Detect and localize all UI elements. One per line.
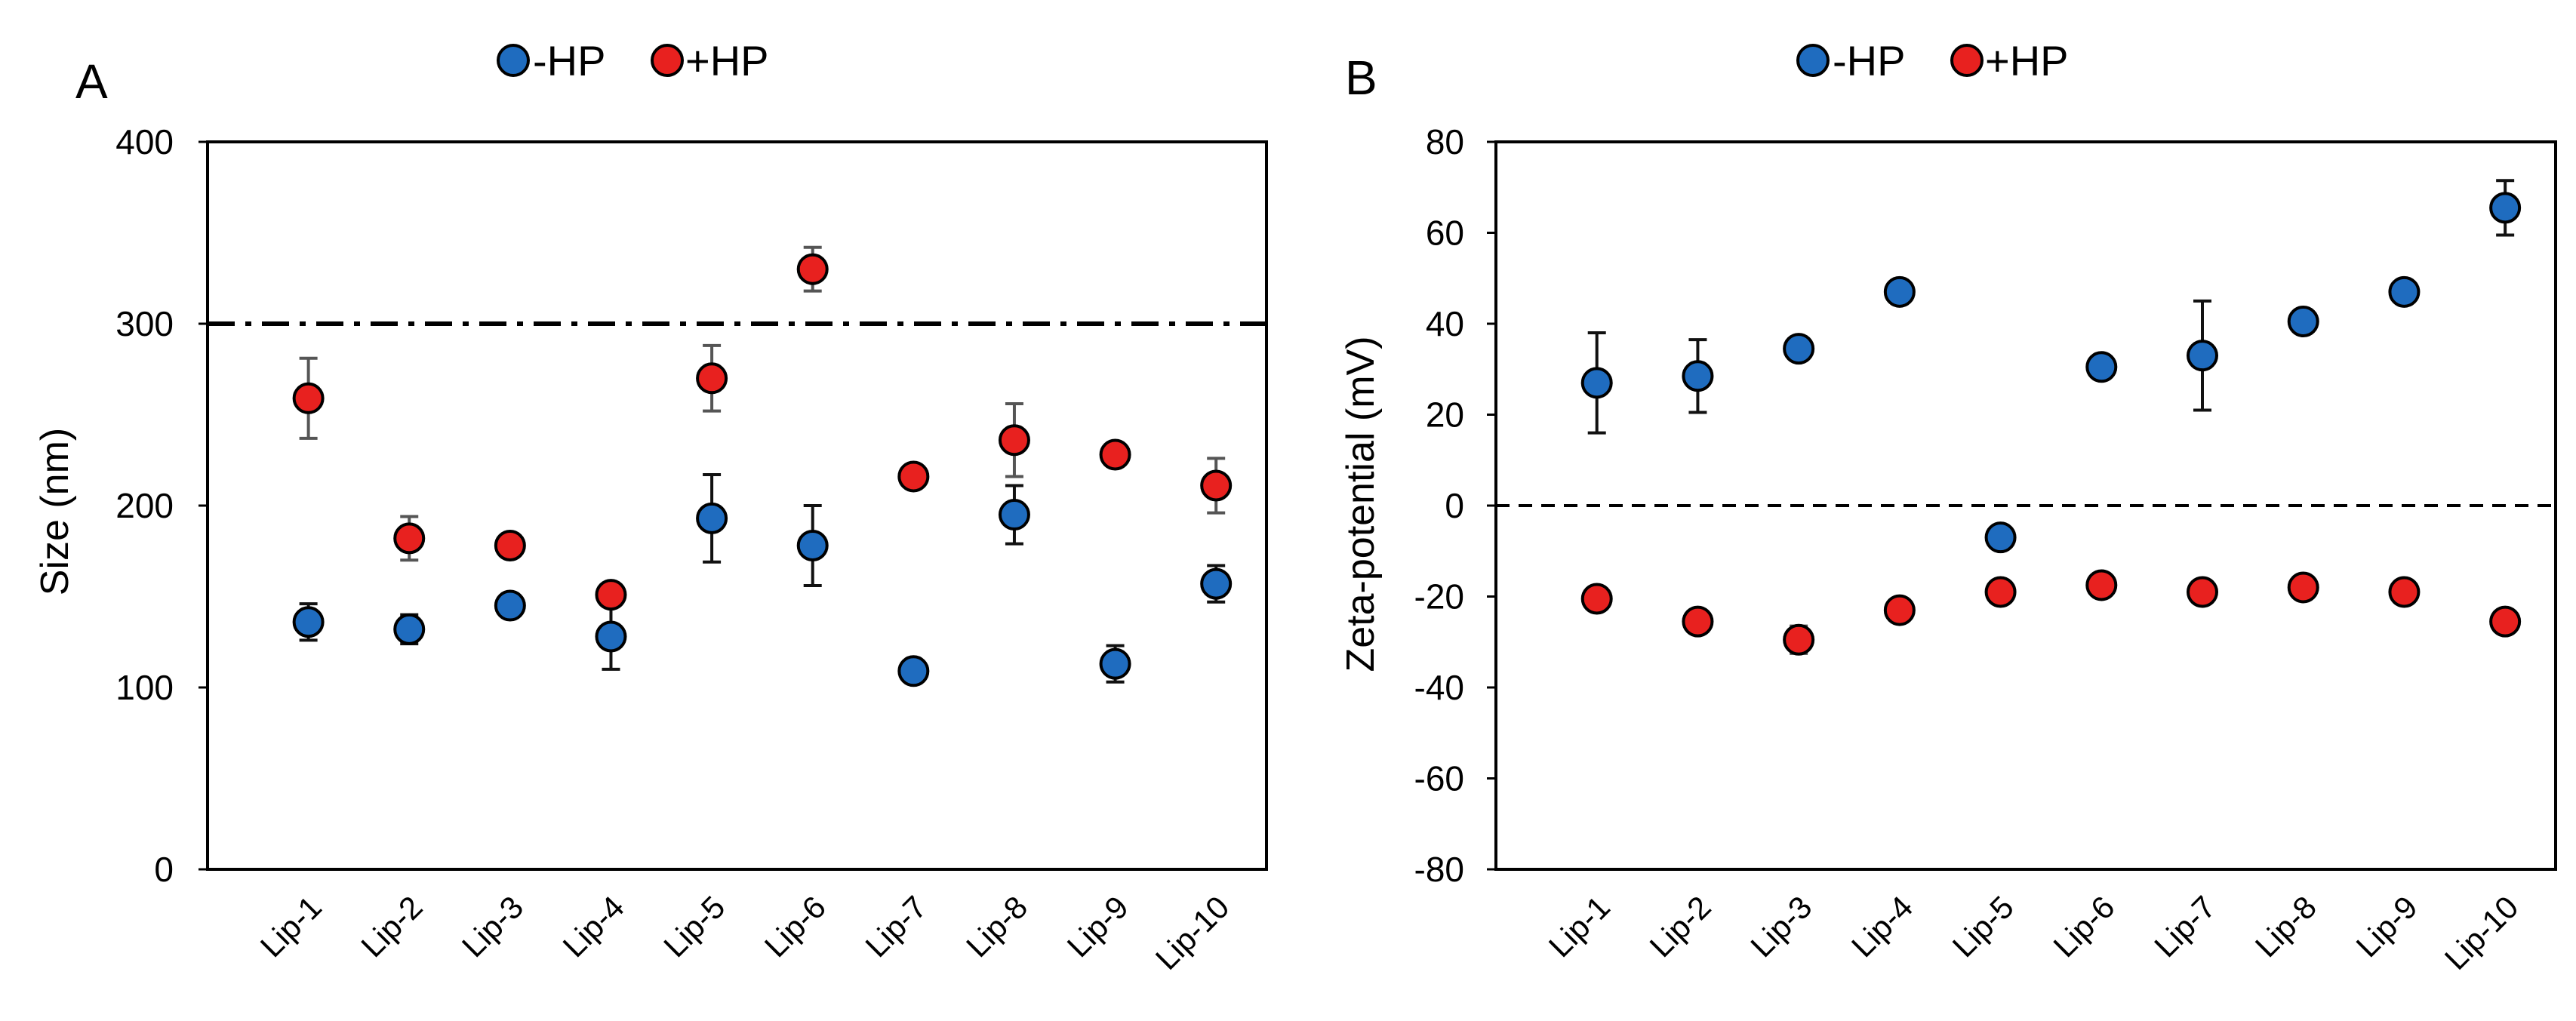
panel-a-category-labels: Lip-1 Lip-2 Lip-3 Lip-4 Lip-5 Lip-6 Lip-7 Lip-8… <box>254 889 1236 976</box>
panel-b-minus-hp-point <box>2187 340 2218 372</box>
panel-a-category-label: Lip-6 <box>758 889 833 964</box>
panel-b-category-label: Lip-1 <box>1542 889 1617 964</box>
panel-a-plus-hp-point <box>998 424 1030 457</box>
panel-a-plus-hp-point <box>796 253 829 285</box>
panel-a-category-label: Lip-3 <box>455 889 530 964</box>
panel-b-category-label: Lip-2 <box>1643 889 1718 964</box>
panel-b-legend: -HP +HP <box>1796 37 2069 85</box>
panel-a-y-axis-title: Size (nm) <box>33 428 77 595</box>
panel-a-data-marks <box>292 245 1233 687</box>
panel-a-category-label: Lip-2 <box>354 889 429 964</box>
panel-b-data-marks <box>1580 179 2522 656</box>
panel-a-legend-minus-hp-marker <box>497 44 530 77</box>
panel-a-category-label: Lip-4 <box>556 889 631 964</box>
panel-a-legend: -HP +HP <box>497 37 769 85</box>
panel-b-plus-hp-point <box>2187 576 2218 608</box>
panel-b-plus-hp-point <box>1883 594 1916 626</box>
panel-b-minus-hp-point <box>2287 305 2319 337</box>
panel-b-y-ticks: -80 -60 -40 -20 0 20 40 60 80 <box>1414 122 1496 889</box>
panel-a-category-label: Lip-10 <box>1149 889 1236 976</box>
panel-a-y-tick-label-2: 200 <box>115 486 174 525</box>
panel-a-minus-hp-point <box>494 589 526 622</box>
panel-a-letter: A <box>75 54 108 109</box>
panel-b-minus-hp-point <box>1580 367 1613 399</box>
panel-b-minus-hp-point <box>1682 360 1714 392</box>
panel-b-plus-hp-point <box>1682 605 1714 638</box>
panel-a-legend-minus-hp-label: -HP <box>533 37 605 85</box>
panel-a-category-label: Lip-8 <box>959 889 1034 964</box>
panel-b-letter: B <box>1345 51 1377 105</box>
panel-a-plus-hp-point <box>292 382 325 414</box>
panel-b-y-tick-label-7: 60 <box>1426 214 1464 253</box>
panel-a-minus-hp-point <box>292 606 325 638</box>
panel-b-minus-hp-point <box>1783 333 1815 365</box>
panel-a-y-tick-label-1: 100 <box>115 668 174 707</box>
panel-b-legend-minus-hp-label: -HP <box>1833 37 1905 85</box>
panel-a-minus-hp-point <box>998 499 1030 531</box>
panel-b-category-label: Lip-5 <box>1946 889 2020 964</box>
panel-a-minus-hp-point <box>796 530 829 562</box>
panel-b-minus-hp-point <box>2085 351 2118 383</box>
panel-b-category-label: Lip-8 <box>2248 889 2323 964</box>
panel-b-y-tick-label-3: -20 <box>1414 577 1464 617</box>
panel-b-y-tick-label-4: 0 <box>1445 486 1464 525</box>
panel-a-y-ticks: 0 100 200 300 400 <box>115 122 208 889</box>
panel-a-minus-hp-point <box>393 613 426 645</box>
panel-a-plus-hp-point <box>696 362 728 395</box>
panel-b-category-label: Lip-10 <box>2438 889 2525 976</box>
panel-b: B -HP +HP Zeta-potential (mV) -80 -60 -4… <box>1339 37 2557 976</box>
panel-b-plus-hp-point <box>2085 569 2118 601</box>
panel-a-plus-hp-point <box>1200 469 1233 502</box>
panel-b-minus-hp-point <box>2489 192 2522 224</box>
panel-a-minus-hp-point <box>696 502 728 534</box>
panel-b-y-tick-label-6: 40 <box>1426 304 1464 343</box>
panel-b-plus-hp-point <box>2287 571 2319 604</box>
panel-b-y-tick-label-5: 20 <box>1426 395 1464 435</box>
panel-a-category-label: Lip-9 <box>1060 889 1135 964</box>
panel-a-category-label: Lip-5 <box>657 889 731 964</box>
panel-b-y-tick-label-1: -60 <box>1414 759 1464 798</box>
panel-b-category-label: Lip-3 <box>1743 889 1818 964</box>
panel-b-y-tick-label-2: -40 <box>1414 668 1464 707</box>
panel-a-plus-hp-point <box>494 530 526 562</box>
panel-a: A -HP +HP Size (nm) 0 100 200 300 400 Li… <box>33 37 1268 976</box>
panel-b-category-label: Lip-6 <box>2046 889 2121 964</box>
panel-a-plus-hp-point <box>1099 438 1131 471</box>
panel-a-minus-hp-point <box>1099 647 1131 680</box>
panel-b-y-axis-title: Zeta-potential (mV) <box>1339 336 1383 672</box>
panel-b-minus-hp-point <box>2388 275 2421 308</box>
panel-a-plus-hp-point <box>393 522 426 555</box>
panel-a-minus-hp-point <box>1200 567 1233 600</box>
panel-b-minus-hp-point <box>1984 521 2017 554</box>
panel-b-category-label: Lip-9 <box>2350 889 2424 964</box>
panel-a-y-tick-label-3: 300 <box>115 304 174 343</box>
panel-a-minus-hp-point <box>595 620 627 653</box>
panel-a-legend-plus-hp-label: +HP <box>685 37 769 85</box>
panel-b-y-tick-label-8: 80 <box>1426 122 1464 161</box>
panel-a-category-label: Lip-1 <box>254 889 328 964</box>
panel-b-legend-minus-hp-marker <box>1796 44 1830 77</box>
panel-b-category-label: Lip-4 <box>1845 889 1919 964</box>
panel-a-y-tick-label-0: 0 <box>154 850 174 889</box>
panel-b-plus-hp-point <box>1580 583 1613 615</box>
panel-a-y-tick-label-4: 400 <box>115 122 174 161</box>
panel-a-minus-hp-point <box>897 655 930 687</box>
panel-b-legend-plus-hp-marker <box>1950 44 1984 77</box>
panel-b-minus-hp-point <box>1883 275 1916 308</box>
panel-a-plus-hp-point <box>595 579 627 611</box>
panel-b-category-label: Lip-7 <box>2147 889 2222 964</box>
panel-b-plus-hp-point <box>2489 605 2522 638</box>
panel-b-legend-plus-hp-label: +HP <box>1985 37 2069 85</box>
panel-b-plus-hp-point <box>2388 576 2421 608</box>
panel-b-y-tick-label-0: -80 <box>1414 850 1464 889</box>
panel-b-plus-hp-point <box>1783 623 1815 656</box>
panel-b-category-labels: Lip-1 Lip-2 Lip-3 Lip-4 Lip-5 Lip-6 Lip-7 Lip-8… <box>1542 889 2525 976</box>
panel-a-plus-hp-point <box>897 460 930 493</box>
panel-a-category-label: Lip-7 <box>858 889 933 964</box>
panel-a-plot-area <box>206 140 1268 871</box>
panel-b-plus-hp-point <box>1984 576 2017 608</box>
panel-a-legend-plus-hp-marker <box>651 44 684 77</box>
